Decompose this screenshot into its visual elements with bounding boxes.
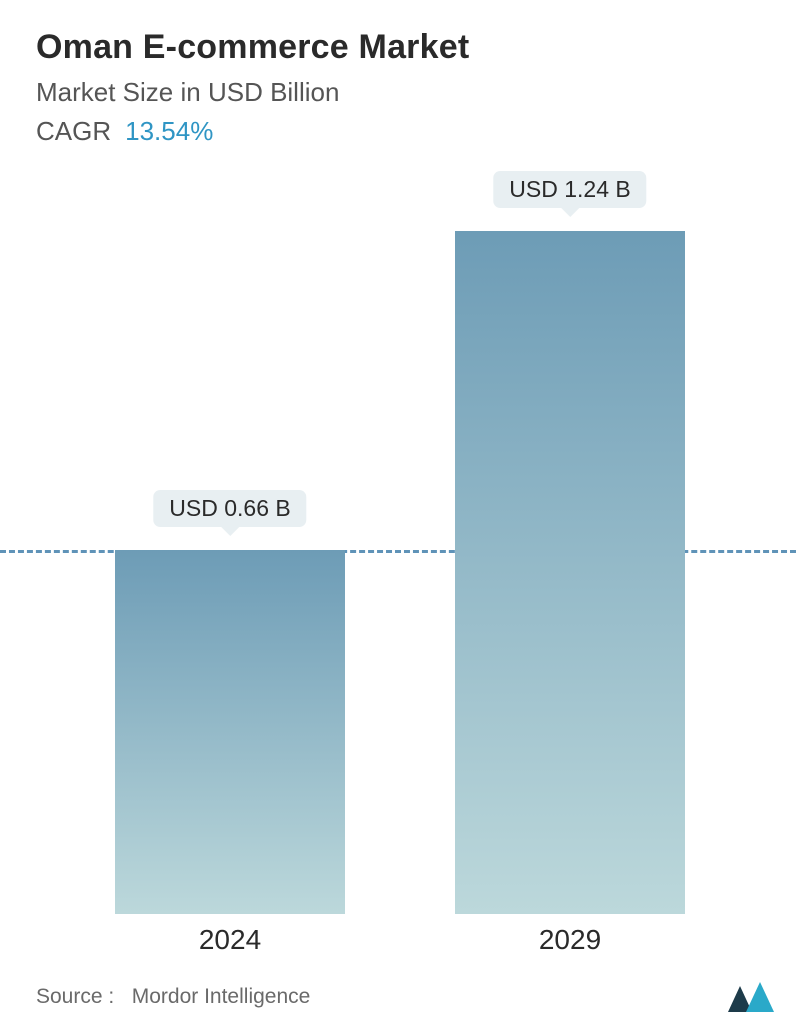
bar-value-label: USD 1.24 B (493, 171, 646, 208)
chart-title: Oman E-commerce Market (36, 28, 760, 67)
chart-header: Oman E-commerce Market Market Size in US… (0, 0, 796, 147)
brand-logo-icon (726, 980, 776, 1014)
bar-value-pointer-icon (561, 208, 579, 217)
source-attribution: Source : Mordor Intelligence (36, 985, 310, 1009)
x-axis-label: 2029 (539, 924, 601, 956)
x-axis-labels: 2024 2029 (0, 924, 796, 964)
source-label: Source : (36, 985, 114, 1008)
bar-value-pointer-icon (221, 527, 239, 536)
chart-footer: Source : Mordor Intelligence (36, 980, 776, 1014)
cagr-row: CAGR 13.54% (36, 116, 760, 147)
bar-value-badge: USD 0.66 B (153, 490, 306, 536)
source-name: Mordor Intelligence (132, 985, 311, 1008)
chart-subtitle: Market Size in USD Billion (36, 77, 760, 108)
cagr-value: 13.54% (125, 116, 213, 146)
cagr-label: CAGR (36, 116, 111, 146)
bar-value-label: USD 0.66 B (153, 490, 306, 527)
bar (115, 550, 345, 914)
bar (455, 231, 685, 914)
x-axis-label: 2024 (199, 924, 261, 956)
bar-value-badge: USD 1.24 B (493, 171, 646, 217)
chart-plot-area: USD 0.66 B USD 1.24 B (0, 170, 796, 914)
